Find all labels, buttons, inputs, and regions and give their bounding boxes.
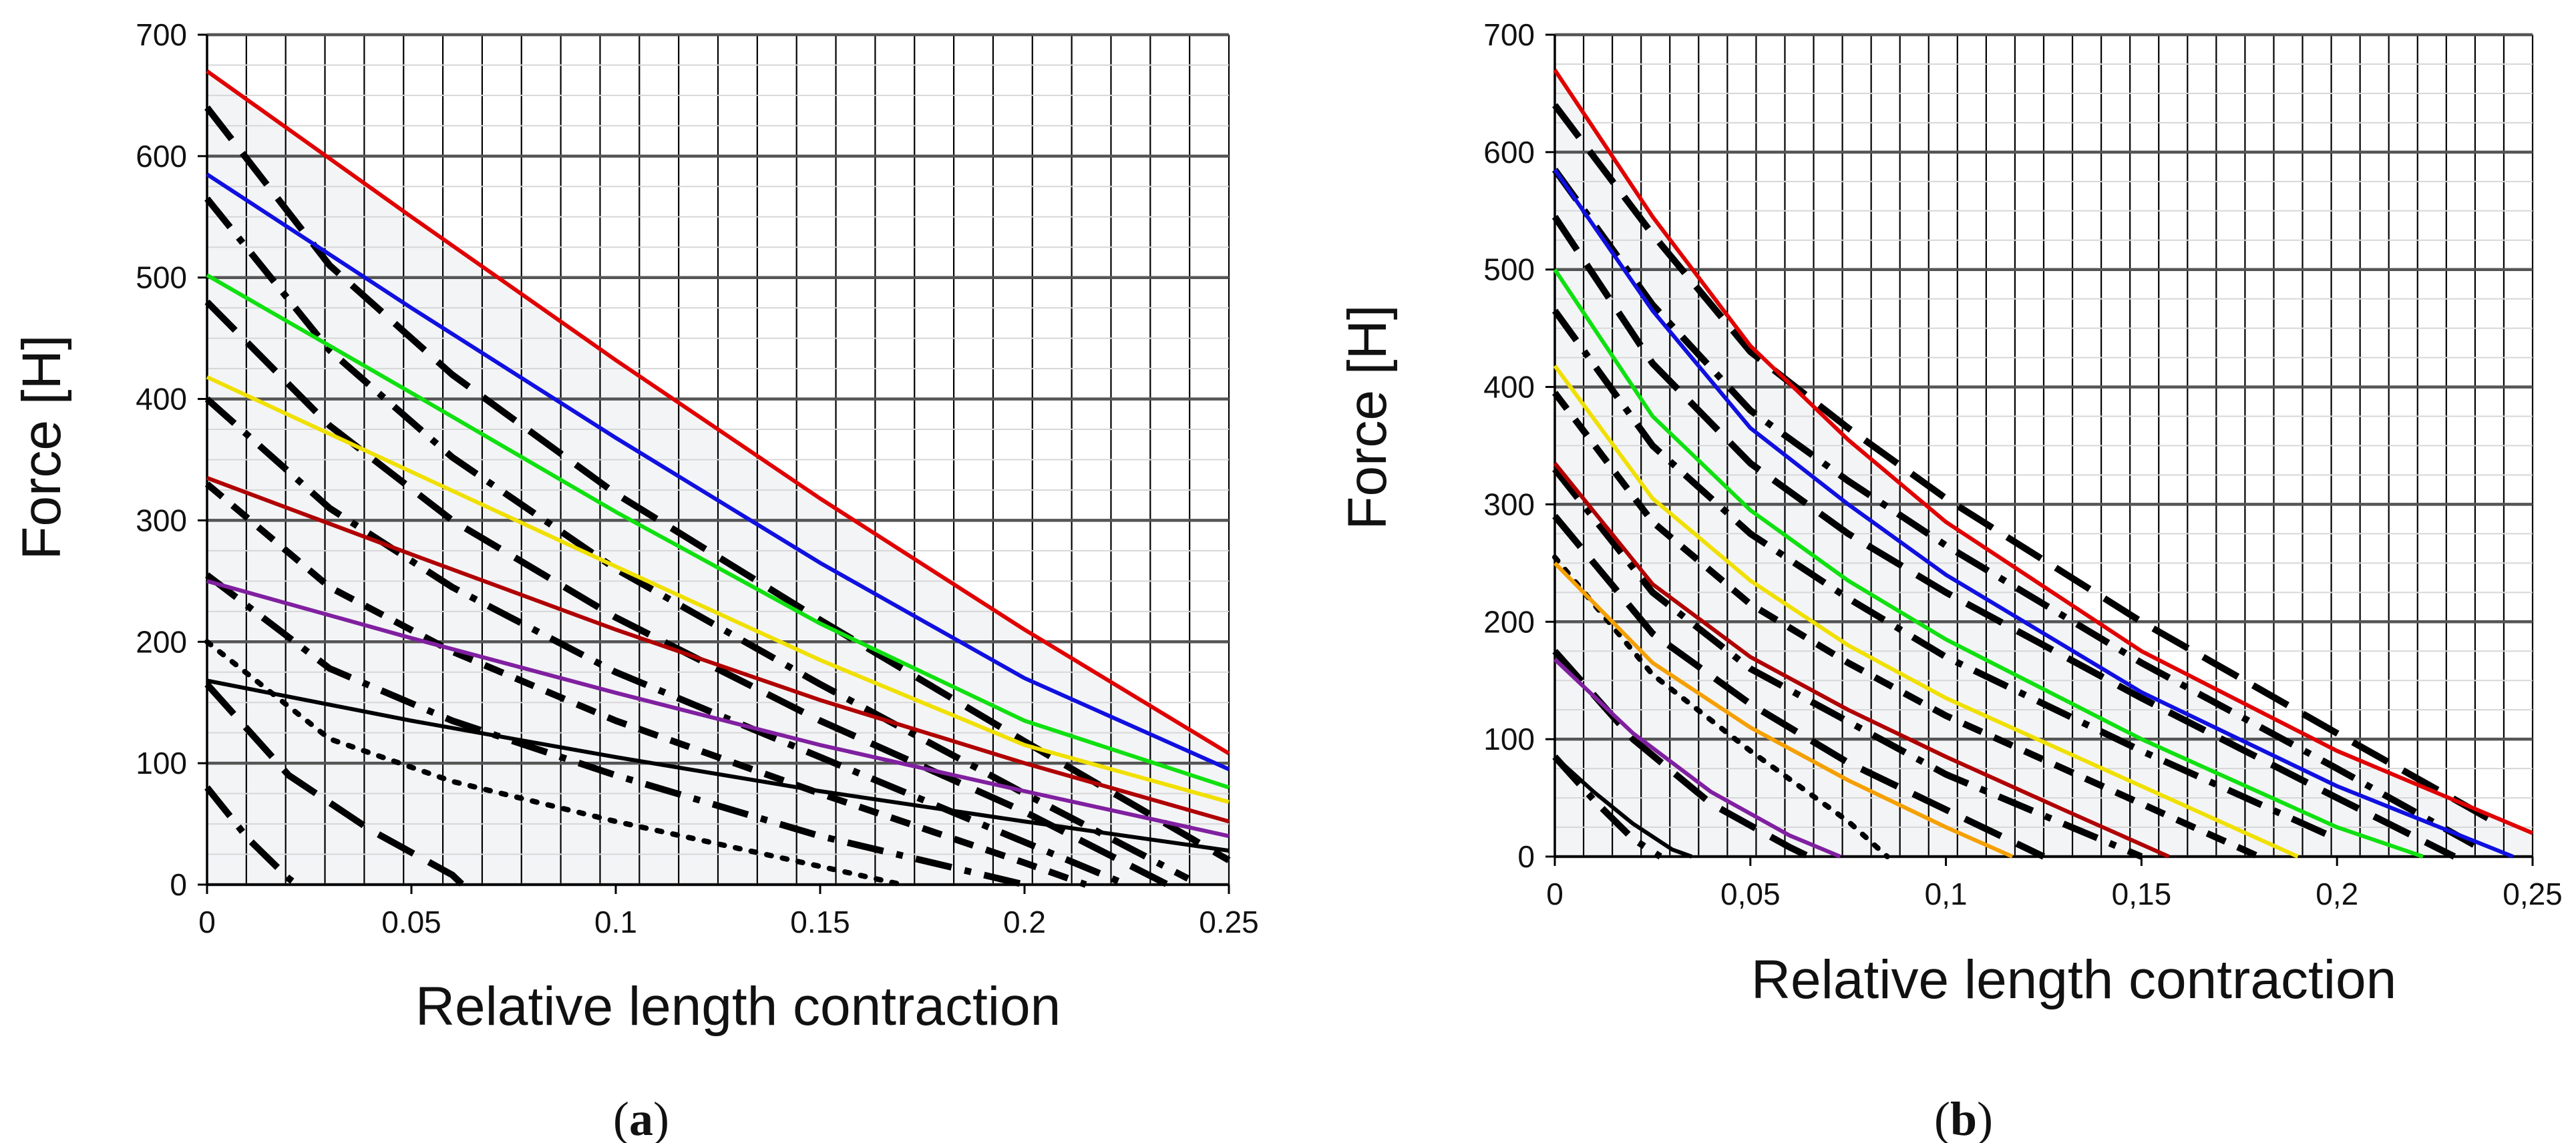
x-tick-label: 0,05 xyxy=(1720,877,1781,911)
series-line-dark-red xyxy=(1553,462,2170,859)
y-axis-label-b: Force [H] xyxy=(1337,304,1398,529)
y-tick-label: 200 xyxy=(136,624,187,659)
x-tick-label: 0.1 xyxy=(594,905,637,939)
caption-letter-a: a xyxy=(629,1092,653,1143)
series-line-model-5 xyxy=(1552,391,2261,860)
series-line-model-2 xyxy=(204,196,1190,882)
series-line-yellow xyxy=(206,375,1230,805)
series-line-black xyxy=(206,678,1230,853)
series-line-purple xyxy=(1553,658,1841,859)
x-tick-label: 0 xyxy=(1546,877,1563,911)
series-line-model-3 xyxy=(1551,214,2456,860)
series-line-black xyxy=(1553,755,1693,859)
series-line-red xyxy=(206,69,1230,756)
shaded-region-b xyxy=(1555,69,2533,857)
x-tick-label: 0 xyxy=(198,905,216,939)
series-line-model-8 xyxy=(204,682,465,887)
y-tick-label: 0 xyxy=(1517,839,1535,874)
caption-letter-b: b xyxy=(1950,1092,1977,1143)
series-line-model-6 xyxy=(1552,467,2143,860)
series-line-model-1 xyxy=(204,105,1231,863)
y-tick-label: 700 xyxy=(136,17,187,52)
y-tick-label: 400 xyxy=(136,382,187,417)
grid-b xyxy=(1553,33,2534,859)
y-tick-label: 400 xyxy=(1483,370,1535,405)
plot-area-b: 0 0,05 0,1 0,15 0,2 0,25 0 100 200 300 400 500 600 70… xyxy=(1483,17,2563,911)
grid-a xyxy=(206,33,1230,887)
chart-panel-a: 0 0.05 0.1 0.15 0.2 0.25 0 100 200 300 400 500 600 70… xyxy=(11,17,1259,1143)
y-tick-label: 500 xyxy=(1483,252,1535,287)
series-line-model-6 xyxy=(204,572,1026,888)
x-tick-label: 0.25 xyxy=(1199,905,1259,939)
x-tick-label: 0.2 xyxy=(1003,905,1046,939)
y-tick-label: 200 xyxy=(1483,604,1535,639)
series-line-red xyxy=(1553,69,2534,835)
x-tick-label: 0,15 xyxy=(2112,877,2172,911)
series-line-blue xyxy=(1553,168,2514,859)
y-tick-label: 600 xyxy=(1483,135,1535,170)
x-tick-label: 0,2 xyxy=(2316,877,2358,911)
y-tick-label: 700 xyxy=(1483,17,1535,52)
series-line-model-4 xyxy=(204,396,1128,888)
series-line-model-1 xyxy=(1552,103,2495,825)
y-tick-label: 500 xyxy=(136,260,187,295)
x-tick-label: 0.05 xyxy=(381,905,441,939)
series-line-model-3 xyxy=(204,299,1169,888)
series-line-model-8 xyxy=(1552,554,1890,859)
series-line-model-2 xyxy=(1551,168,2476,848)
series-line-model-5 xyxy=(204,481,1087,888)
y-axis-label-a: Force [H] xyxy=(11,334,72,559)
series-line-green xyxy=(1553,268,2424,859)
x-tick-label: 0.15 xyxy=(790,905,850,939)
series-line-green xyxy=(206,273,1230,790)
panel-caption-b: (b) xyxy=(1934,1092,1993,1143)
caption-close-paren-a: ) xyxy=(653,1092,669,1143)
panel-caption-a: (a) xyxy=(613,1092,669,1143)
series-line-model-7 xyxy=(1552,513,2046,860)
y-tick-label: 600 xyxy=(136,139,187,174)
x-tick-label: 0,1 xyxy=(1925,877,1968,911)
x-axis-label-a: Relative length contraction xyxy=(415,976,1061,1037)
series-line-model-4 xyxy=(1551,308,2339,843)
x-tick-label: 0,25 xyxy=(2503,877,2563,911)
y-tick-label: 300 xyxy=(1483,487,1535,521)
plot-area-a: 0 0.05 0.1 0.15 0.2 0.25 0 100 200 300 400 500 600 70… xyxy=(136,17,1259,939)
series-line-yellow xyxy=(1553,365,2299,859)
y-tick-label: 100 xyxy=(136,746,187,780)
y-tick-label: 0 xyxy=(170,867,187,902)
y-tick-label: 300 xyxy=(136,503,187,537)
chart-panel-b: 0 0,05 0,1 0,15 0,2 0,25 0 100 200 300 400 500 600 70… xyxy=(1337,17,2563,1143)
y-tick-label: 100 xyxy=(1483,722,1535,756)
x-axis-label-b: Relative length contraction xyxy=(1751,949,2396,1010)
series-line-model-9 xyxy=(204,785,299,888)
series-line-purple xyxy=(206,579,1230,839)
caption-close-paren-b: ) xyxy=(1977,1092,1993,1143)
caption-open-paren-a: ( xyxy=(613,1092,629,1143)
series-line-model-7 xyxy=(204,639,905,887)
series-line-orange xyxy=(1553,561,2014,859)
series-line-model-10 xyxy=(1552,754,1662,860)
series-line-dark-red xyxy=(206,475,1230,824)
series-line-blue xyxy=(206,172,1230,771)
caption-open-paren-b: ( xyxy=(1934,1092,1950,1143)
